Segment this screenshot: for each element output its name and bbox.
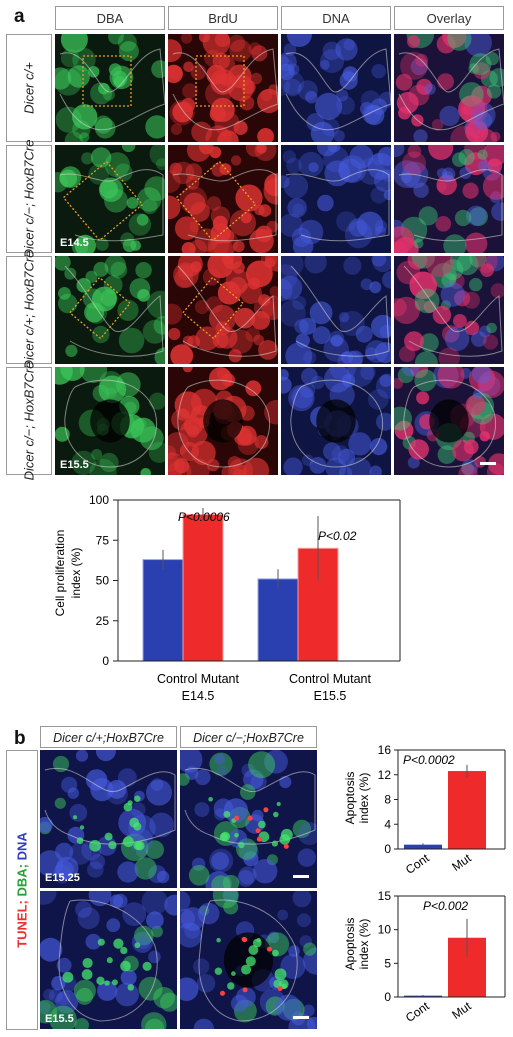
scale-bar	[293, 875, 309, 878]
panel-a-label: a	[14, 6, 25, 27]
apoptosis-y-label-line1: Apoptosis	[343, 918, 357, 971]
panel-b-column-header-text: Dicer c/−;HoxB7Cre	[193, 731, 304, 745]
apoptosis-y-label-line2: index (%)	[357, 773, 371, 824]
stain-label-tunel: TUNEL;	[14, 900, 30, 948]
y-tick-label: 4	[384, 817, 391, 831]
stage-label: E15.25	[45, 872, 80, 884]
bar-control-e14-5	[142, 559, 184, 662]
proliferation-bar-chart: Cell proliferation index (%) 0255075100 …	[53, 493, 401, 703]
group-label-e155-line1: Control Mutant	[289, 672, 372, 686]
row-label-text: Dicer c/+; HoxB7Cre	[21, 250, 37, 370]
row-label-dicer-cplus-hoxb7cre: Dicer c/+; HoxB7Cre	[6, 251, 52, 369]
bar-mutant-e14-5	[182, 513, 224, 662]
column-header-dba: DBA	[55, 6, 165, 30]
panel-b-label: b	[14, 728, 26, 749]
row-label-text: Dicer c/−; HoxB7Cre	[21, 361, 37, 481]
y-axis-label-line2: index (%)	[69, 548, 83, 599]
y-tick-label: 25	[96, 614, 110, 628]
column-header-brdu: BrdU	[168, 6, 278, 30]
row-label-dicer-cminus-hoxb7cre-e155: Dicer c/−; HoxB7Cre	[6, 362, 52, 480]
apoptosis-category-mut: Mut	[449, 851, 474, 874]
micrograph-dba-row-1	[55, 34, 165, 142]
micrograph-brdu-row-4	[168, 367, 278, 475]
tunel-micrograph-control-2: E15.5	[40, 891, 177, 1029]
micrograph-dna-row-4	[281, 367, 391, 475]
apoptosis-y-label-line1: Apoptosis	[343, 772, 357, 825]
y-tick-label: 5	[384, 956, 391, 970]
panel-b-column-header-text: Dicer c/+;HoxB7Cre	[53, 731, 164, 745]
y-tick-label: 0	[384, 990, 391, 1004]
apoptosis-pvalue: P<0.002	[423, 899, 468, 913]
row-label-dicer-cminus-hoxb7cre: Dicer c/−; HoxB7Cre	[6, 140, 52, 258]
micrograph-dba-row-4: E15.5	[55, 367, 165, 475]
y-tick-label: 16	[378, 743, 392, 757]
panel-b-stain-label-box: TUNEL; DBA; DNA	[6, 750, 38, 1030]
micrograph-brdu-row-2	[168, 145, 278, 253]
micrograph-overlay-row-3	[394, 256, 504, 364]
bar-cont	[404, 844, 442, 849]
y-tick-label: 0	[384, 842, 391, 856]
scale-bar	[293, 1016, 309, 1019]
apoptosis-y-label-line2: index (%)	[357, 919, 371, 970]
y-axis-label-line1: Cell proliferation	[53, 530, 67, 617]
micrograph-overlay-row-1	[394, 34, 504, 142]
row-label-text: Dicer c/+	[21, 62, 37, 114]
stage-label: E15.5	[45, 1013, 74, 1025]
micrograph-dna-row-2	[281, 145, 391, 253]
column-header-dna: DNA	[281, 6, 391, 30]
y-tick-label: 0	[102, 654, 109, 668]
bar-cont	[404, 995, 442, 998]
y-tick-label: 15	[378, 889, 392, 903]
tunel-micrograph-mutant-2	[180, 891, 317, 1029]
y-tick-label: 100	[89, 493, 109, 507]
apoptosis-category-cont: Cont	[403, 999, 432, 1025]
scale-bar	[480, 462, 496, 465]
micrograph-dba-row-2: E14.5	[55, 145, 165, 253]
panel-b-column-header-control: Dicer c/+;HoxB7Cre	[40, 726, 177, 748]
y-tick-label: 50	[96, 574, 110, 588]
stage-label: E14.5	[60, 237, 89, 249]
y-tick-label: 8	[384, 793, 391, 807]
pvalue-e145: P<0.0006	[178, 510, 230, 524]
tunel-micrograph-control-1: E15.25	[40, 750, 177, 888]
apoptosis-category-cont: Cont	[403, 851, 432, 877]
y-tick-label: 12	[378, 768, 392, 782]
bar-mut	[448, 771, 486, 849]
apoptosis-category-mut: Mut	[449, 999, 474, 1022]
micrograph-overlay-row-2	[394, 145, 504, 253]
apoptosis-pvalue: P<0.0002	[403, 753, 455, 767]
micrograph-dna-row-3	[281, 256, 391, 364]
tunel-micrograph-mutant-1	[180, 750, 317, 888]
group-label-e155-line2: E15.5	[314, 689, 347, 703]
y-tick-label: 75	[96, 533, 110, 547]
micrograph-brdu-row-3	[168, 256, 278, 364]
apoptosis-bar-chart-e1525: Apoptosis index (%) 0 4 8 12 16 P<0.0002 Con…	[343, 743, 506, 877]
panel-b-column-header-mutant: Dicer c/−;HoxB7Cre	[180, 726, 317, 748]
panel-b-stain-label: TUNEL; DBA; DNA	[15, 832, 30, 948]
stain-label-dba: DBA;	[14, 864, 30, 901]
row-label-dicer-cplus: Dicer c/+	[6, 34, 52, 142]
bar-control-e15-5	[257, 578, 299, 662]
column-header-overlay: Overlay	[394, 6, 504, 30]
group-label-e145-line2: E14.5	[182, 689, 215, 703]
micrograph-dna-row-1	[281, 34, 391, 142]
micrograph-dba-row-3	[55, 256, 165, 364]
stage-label: E15.5	[60, 459, 89, 471]
pvalue-e155: P<0.02	[318, 529, 357, 543]
y-tick-label: 10	[378, 923, 392, 937]
stain-label-dna: DNA	[14, 832, 30, 864]
micrograph-overlay-row-4	[394, 367, 504, 475]
row-label-text: Dicer c/−; HoxB7Cre	[21, 139, 37, 259]
micrograph-brdu-row-1	[168, 34, 278, 142]
group-label-e145-line1: Control Mutant	[157, 672, 240, 686]
